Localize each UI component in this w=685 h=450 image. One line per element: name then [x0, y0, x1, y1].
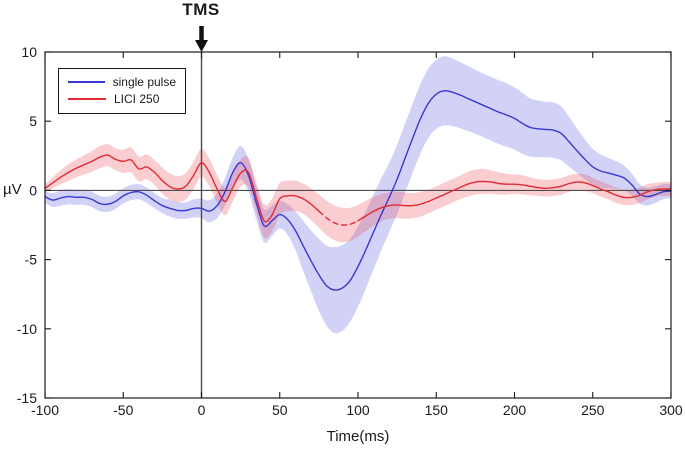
- x-tick-label: -50: [113, 402, 133, 418]
- x-tick-label: 100: [346, 402, 370, 418]
- tms-arrow-icon: [195, 40, 208, 52]
- single-pulse-line-swatch: [68, 81, 105, 83]
- y-tick-label: -5: [25, 252, 38, 268]
- y-tick-label: 5: [29, 113, 37, 129]
- series-line-1: [44, 154, 320, 223]
- x-tick-label: 300: [659, 402, 683, 418]
- x-tick-label: 0: [198, 402, 206, 418]
- x-tick-label: 200: [503, 402, 527, 418]
- lici-250-line-swatch: [68, 98, 106, 100]
- legend-item-single-pulse: single pulse: [68, 75, 176, 89]
- legend: single pulse LICI 250: [58, 68, 186, 114]
- y-tick-label: 0: [29, 182, 37, 198]
- legend-item-lici-250: LICI 250: [68, 92, 176, 106]
- y-axis-label: µV: [3, 181, 22, 198]
- x-tick-label: 50: [272, 402, 288, 418]
- x-tick-label: 150: [425, 402, 449, 418]
- confidence-band-0: [45, 56, 671, 334]
- tms-annotation-label: TMS: [182, 0, 220, 19]
- x-tick-label: -100: [31, 402, 59, 418]
- series-line-1: [318, 210, 359, 226]
- series-line-1: [357, 180, 672, 222]
- series-line-0: [44, 90, 672, 291]
- x-tick-label: 250: [581, 402, 605, 418]
- y-tick-label: 10: [21, 44, 37, 60]
- legend-label-single-pulse: single pulse: [112, 75, 176, 89]
- legend-label-lici-250: LICI 250: [114, 92, 160, 106]
- y-tick-label: -15: [17, 390, 37, 406]
- y-tick-label: -10: [17, 321, 37, 337]
- x-axis-label: Time(ms): [326, 428, 390, 445]
